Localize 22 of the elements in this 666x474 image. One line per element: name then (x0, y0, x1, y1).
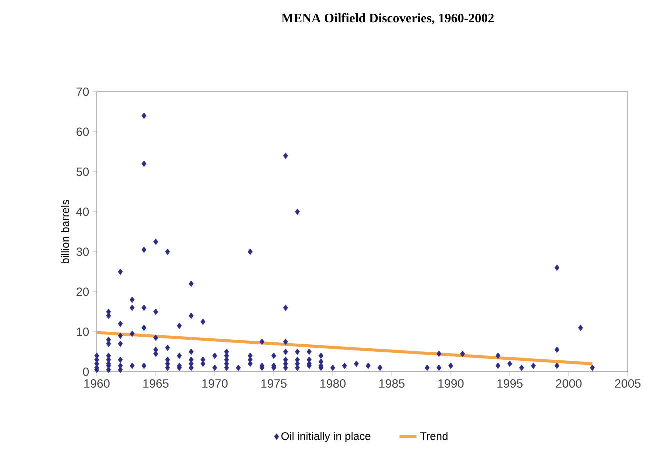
x-tick-label: 1975 (262, 380, 287, 388)
y-tick-label: 10 (77, 328, 90, 336)
chart-title: MENA Oilfield Discoveries, 1960-2002 (282, 13, 494, 25)
y-tick-label: 70 (76, 88, 90, 96)
x-tick-label: 1995 (498, 380, 523, 388)
y-tick-label: 30 (76, 248, 90, 256)
y-axis-title: billion barrels (61, 200, 70, 264)
x-tick-label: 1985 (380, 380, 405, 388)
y-tick-label: 40 (76, 208, 90, 216)
legend-label: Trend (420, 432, 448, 440)
x-tick-label: 1965 (144, 380, 169, 388)
x-tick-label: 2005 (615, 380, 641, 388)
y-tick-label: 0 (83, 368, 90, 376)
y-tick-label: 50 (76, 168, 90, 176)
y-tick-label: 60 (76, 128, 90, 136)
x-tick-label: 1980 (320, 380, 346, 388)
x-tick-label: 1960 (84, 380, 110, 388)
legend-label: Oil initially in place (282, 432, 371, 442)
y-tick-label: 20 (76, 288, 90, 296)
x-tick-label: 2000 (556, 380, 582, 388)
x-tick-label: 1970 (202, 380, 228, 388)
x-tick-label: 1990 (438, 380, 464, 388)
